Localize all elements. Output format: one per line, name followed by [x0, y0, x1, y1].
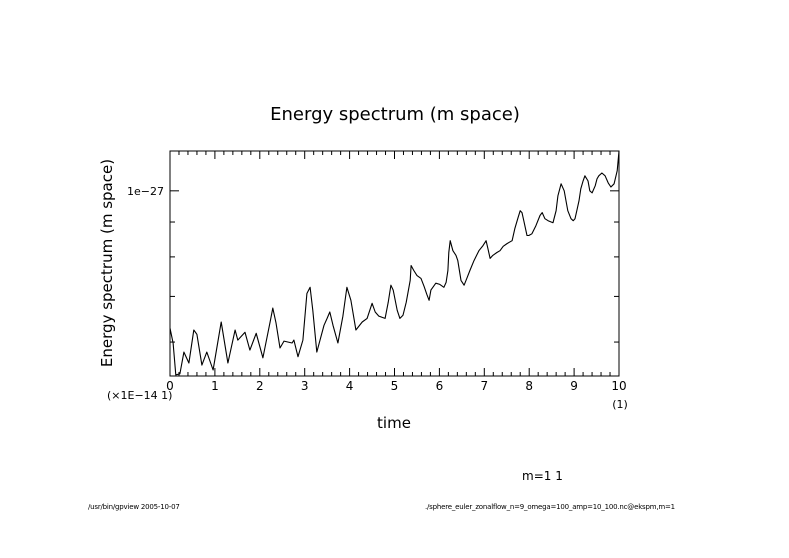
x-tick-label: 10 [611, 379, 626, 393]
y-tick-labels: 1e−27 [127, 185, 164, 198]
x-tick-label: 5 [391, 379, 399, 393]
footer-right: ./sphere_euler_zonalflow_n=9_omega=100_a… [425, 503, 675, 511]
chart-title: Energy spectrum (m space) [270, 104, 520, 125]
x-tick-labels: 0 1 2 3 4 5 6 7 8 9 10 [166, 379, 626, 393]
x-tick-label: 4 [346, 379, 354, 393]
legend-text: m=1 1 [522, 469, 563, 483]
x-tick-label: 0 [166, 379, 174, 393]
x-tick-label: 1 [211, 379, 219, 393]
x-tick-label: 3 [301, 379, 309, 393]
x-tick-label: 9 [570, 379, 578, 393]
x-unit-note: (1) [612, 398, 628, 411]
x-axis-label: time [377, 414, 411, 432]
plot-axes [169, 150, 620, 377]
x-tick-label: 6 [436, 379, 444, 393]
plot-frame [169, 150, 620, 377]
y-axis-label: Energy spectrum (m space) [98, 159, 116, 367]
x-scale-note: (×1E−14 1) [107, 389, 172, 402]
x-tick-label: 2 [256, 379, 264, 393]
series-line-m-1 [169, 150, 620, 376]
y-tick-label: 1e−27 [127, 185, 164, 198]
x-tick-label: 7 [480, 379, 488, 393]
x-tick-label: 8 [525, 379, 533, 393]
footer-left: /usr/bin/gpview 2005-10-07 [88, 503, 180, 511]
series-layer [169, 150, 620, 376]
